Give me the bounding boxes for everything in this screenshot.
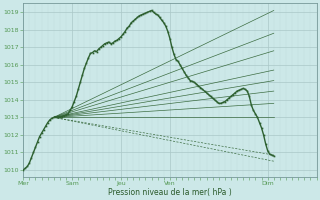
X-axis label: Pression niveau de la mer( hPa ): Pression niveau de la mer( hPa ): [108, 188, 232, 197]
